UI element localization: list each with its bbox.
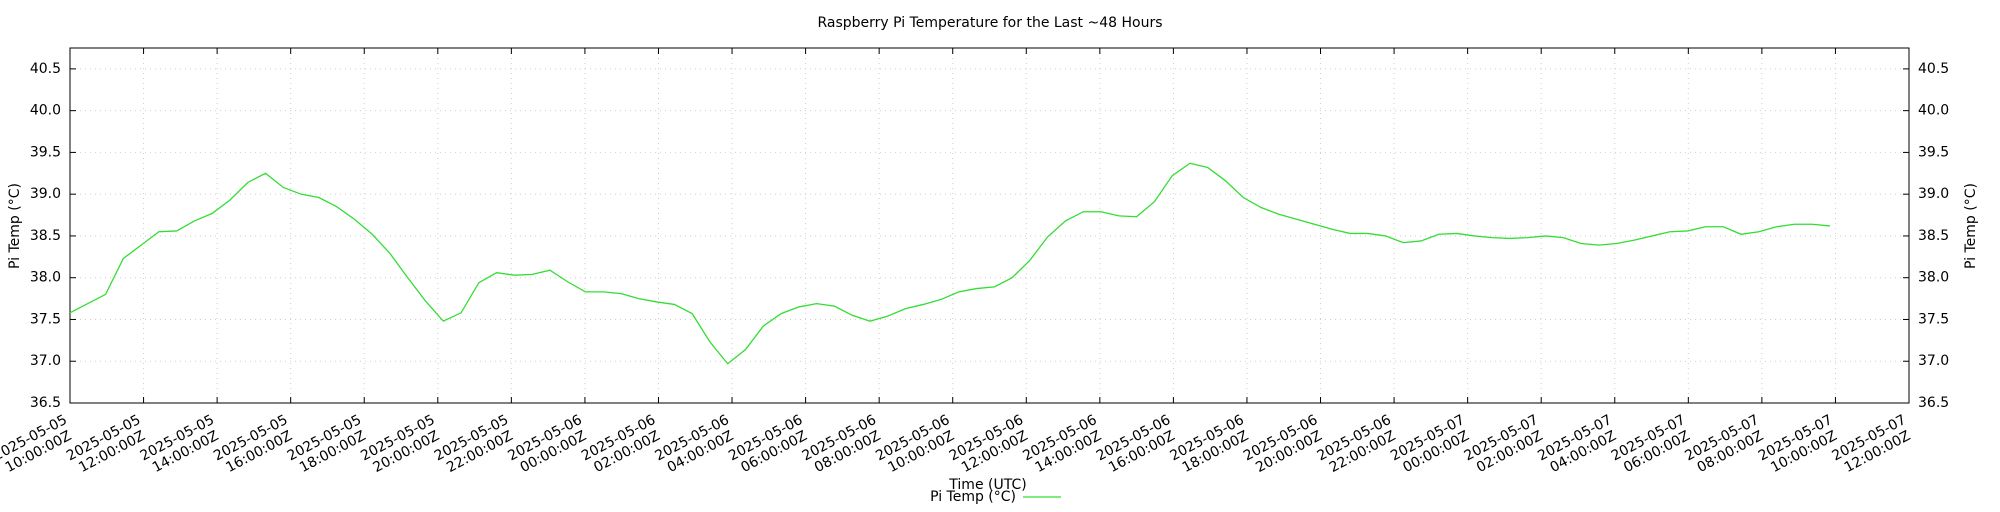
x-tick-label: 2025-05-06 06:00:00Z [726,410,817,479]
y-tick-label: 40.0 [30,103,61,119]
legend-label: Pi Temp (°C) [930,489,1016,505]
y-tick-label: 36.5 [30,395,61,411]
x-tick-label: 2025-05-05 16:00:00Z [211,410,302,479]
x-tick-label: 2025-05-06 10:00:00Z [873,410,964,479]
y-tick-label: 39.5 [30,144,61,160]
x-tick-label: 2025-05-05 20:00:00Z [358,410,449,479]
x-tick-label: 2025-05-06 08:00:00Z [800,410,891,479]
y-tick-label: 38.5 [30,228,61,244]
plot-frame [69,47,1910,404]
x-tick-label: 2025-05-06 18:00:00Z [1167,410,1258,479]
y2-tick-label: 38.0 [1918,270,1949,286]
y-tick-label: 39.0 [30,186,61,202]
x-tick-label: 2025-05-07 10:00:00Z [1756,410,1847,479]
x-tick-label: 2025-05-07 08:00:00Z [1682,410,1773,479]
y2-tick-label: 36.5 [1918,395,1949,411]
x-tick-label: 2025-05-06 04:00:00Z [653,410,744,479]
y2-tick-label: 39.0 [1918,186,1949,202]
y2-tick-label: 40.0 [1918,103,1949,119]
x-axis-label: Time (UTC) [948,477,1026,493]
x-tick-label: 2025-05-06 20:00:00Z [1241,410,1332,479]
y-tick-label: 37.5 [30,311,61,327]
y-tick-label: 40.5 [30,61,61,77]
x-tick-label: 2025-05-06 22:00:00Z [1315,410,1406,479]
y-tick-label: 38.0 [30,270,61,286]
x-tick-label: 2025-05-05 10:00:00Z [0,410,81,479]
y2-axis-label: Pi Temp (°C) [1963,183,1979,269]
x-tick-label: 2025-05-07 04:00:00Z [1535,410,1626,479]
x-tick-label: 2025-05-07 02:00:00Z [1462,410,1553,479]
x-tick-label: 2025-05-06 00:00:00Z [505,410,596,479]
y2-tick-label: 37.5 [1918,311,1949,327]
y2-tick-label: 38.5 [1918,228,1949,244]
x-tick-label: 2025-05-06 02:00:00Z [579,410,670,479]
x-tick-label: 2025-05-06 14:00:00Z [1020,410,1111,479]
y-tick-label: 37.0 [30,353,61,369]
data-line [69,162,1830,365]
y2-tick-label: 37.0 [1918,353,1949,369]
x-tick-label: 2025-05-05 12:00:00Z [64,410,155,479]
x-tick-label: 2025-05-05 18:00:00Z [285,410,376,479]
x-tick-label: 2025-05-07 06:00:00Z [1609,410,1700,479]
y2-tick-label: 40.5 [1918,61,1949,77]
x-tick-label: 2025-05-06 16:00:00Z [1094,410,1185,479]
x-tick-label: 2025-05-07 12:00:00Z [1829,410,1920,479]
x-tick-label: 2025-05-05 14:00:00Z [138,410,229,479]
y-axis-label: Pi Temp (°C) [7,183,23,269]
y2-tick-label: 39.5 [1918,144,1949,160]
chart-title: Raspberry Pi Temperature for the Last ~4… [817,15,1162,31]
x-tick-label: 2025-05-07 00:00:00Z [1388,410,1479,479]
x-tick-label: 2025-05-06 12:00:00Z [947,410,1038,479]
x-tick-label: 2025-05-05 22:00:00Z [432,410,523,479]
